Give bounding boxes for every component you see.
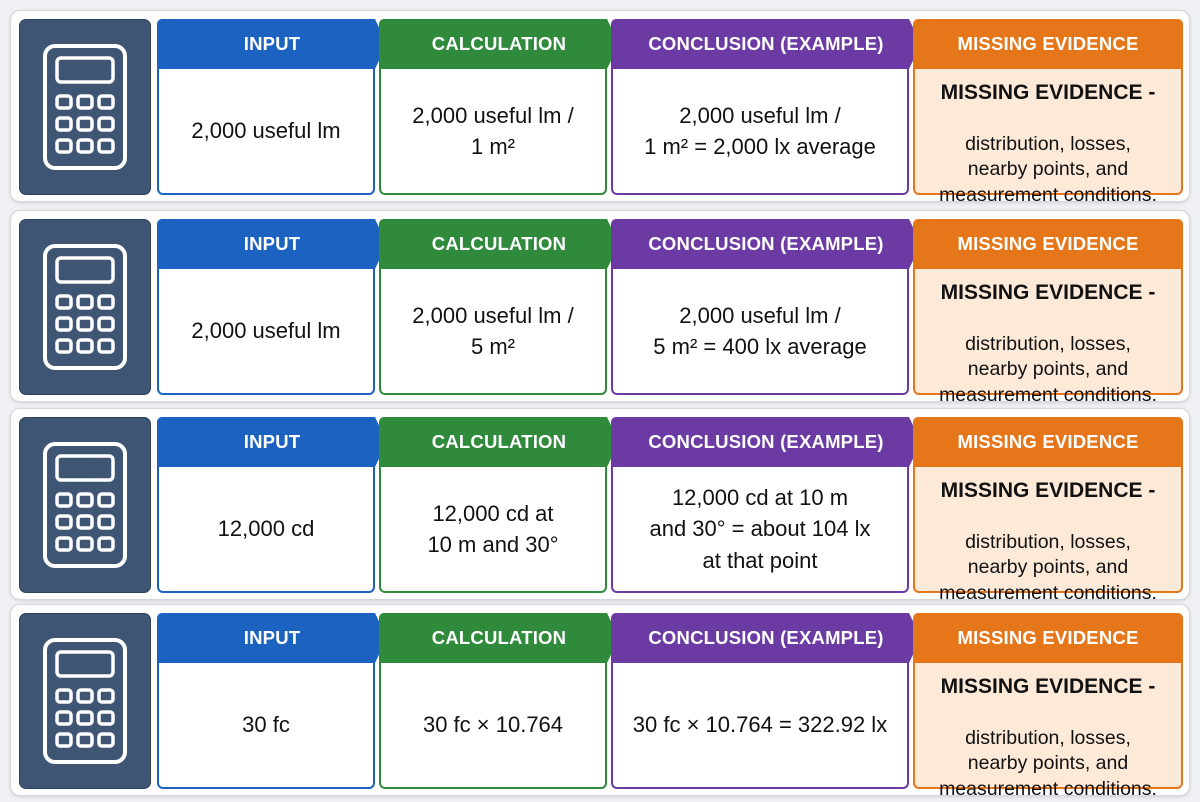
calculation-panel: CALCULATION 2,000 useful lm / 5 m² xyxy=(379,219,607,395)
conclusion-panel: CONCLUSION (EXAMPLE) 12,000 cd at 10 m a… xyxy=(611,417,909,593)
conclusion-value: 30 fc × 10.764 = 322.92 lx xyxy=(632,712,888,738)
missing-evidence-panel: MISSING EVIDENCE MISSING EVIDENCE - dist… xyxy=(913,417,1183,604)
missing-evidence-text: distribution, losses, nearby points, and… xyxy=(939,726,1157,800)
calculator-icon xyxy=(43,638,127,764)
missing-evidence-title: MISSING EVIDENCE - xyxy=(940,479,1156,503)
calculation-value: 2,000 useful lm / 1 m² xyxy=(412,102,574,159)
input-value: 30 fc xyxy=(242,712,290,738)
missing-evidence-header: MISSING EVIDENCE xyxy=(913,613,1183,663)
calculation-value: 12,000 cd at 10 m and 30° xyxy=(427,500,559,557)
missing-evidence-panel: MISSING EVIDENCE MISSING EVIDENCE - dist… xyxy=(913,613,1183,800)
conclusion-value: 2,000 useful lm / 1 m² = 2,000 lx averag… xyxy=(644,102,876,159)
input-panel: INPUT 30 fc xyxy=(157,613,375,789)
calculation-panel: CALCULATION 30 fc × 10.764 xyxy=(379,613,607,789)
missing-evidence-header: MISSING EVIDENCE xyxy=(913,19,1183,69)
calculation-header: CALCULATION xyxy=(379,417,619,467)
conclusion-value: 12,000 cd at 10 m and 30° = about 104 lx… xyxy=(649,485,871,573)
input-header: INPUT xyxy=(157,219,387,269)
missing-evidence-title: MISSING EVIDENCE - xyxy=(940,281,1156,305)
calculator-icon-tile xyxy=(19,417,151,593)
missing-evidence-body: MISSING EVIDENCE - distribution, losses,… xyxy=(915,467,1181,603)
conclusion-header: CONCLUSION (EXAMPLE) xyxy=(611,219,921,269)
missing-evidence-text: distribution, losses, nearby points, and… xyxy=(939,132,1157,206)
conclusion-panel: CONCLUSION (EXAMPLE) 30 fc × 10.764 = 32… xyxy=(611,613,909,789)
calculation-panel: CALCULATION 2,000 useful lm / 1 m² xyxy=(379,19,607,195)
input-panel: INPUT 2,000 useful lm xyxy=(157,19,375,195)
missing-evidence-text: distribution, losses, nearby points, and… xyxy=(939,530,1157,604)
calculator-icon-tile xyxy=(19,613,151,789)
calculation-value: 2,000 useful lm / 5 m² xyxy=(412,302,574,359)
calc-row-1: INPUT 2,000 useful lm CALCULATION 2,000 … xyxy=(10,10,1190,206)
missing-evidence-title: MISSING EVIDENCE - xyxy=(940,675,1156,699)
calculator-icon xyxy=(43,442,127,568)
calculation-header: CALCULATION xyxy=(379,613,619,663)
missing-evidence-header: MISSING EVIDENCE xyxy=(913,219,1183,269)
calculator-icon-tile xyxy=(19,219,151,395)
missing-evidence-header: MISSING EVIDENCE xyxy=(913,417,1183,467)
input-header: INPUT xyxy=(157,613,387,663)
conclusion-value: 2,000 useful lm / 5 m² = 400 lx average xyxy=(653,302,867,359)
missing-evidence-body: MISSING EVIDENCE - distribution, losses,… xyxy=(915,269,1181,405)
conclusion-panel: CONCLUSION (EXAMPLE) 2,000 useful lm / 1… xyxy=(611,19,909,195)
input-value: 2,000 useful lm xyxy=(191,318,341,344)
calculation-value: 30 fc × 10.764 xyxy=(422,712,564,738)
input-panel: INPUT 2,000 useful lm xyxy=(157,219,375,395)
missing-evidence-body: MISSING EVIDENCE - distribution, losses,… xyxy=(915,69,1181,205)
conclusion-panel: CONCLUSION (EXAMPLE) 2,000 useful lm / 5… xyxy=(611,219,909,395)
input-value: 2,000 useful lm xyxy=(191,118,341,144)
calc-row-4: INPUT 30 fc CALCULATION 30 fc × 10.764 C… xyxy=(10,604,1190,800)
calc-row-3: INPUT 12,000 cd CALCULATION 12,000 cd at… xyxy=(10,408,1190,604)
calculator-icon xyxy=(43,44,127,170)
conclusion-header: CONCLUSION (EXAMPLE) xyxy=(611,417,921,467)
calculator-icon xyxy=(43,244,127,370)
missing-evidence-title: MISSING EVIDENCE - xyxy=(940,81,1156,105)
input-header: INPUT xyxy=(157,417,387,467)
missing-evidence-panel: MISSING EVIDENCE MISSING EVIDENCE - dist… xyxy=(913,219,1183,406)
calc-row-2: INPUT 2,000 useful lm CALCULATION 2,000 … xyxy=(10,210,1190,406)
conclusion-header: CONCLUSION (EXAMPLE) xyxy=(611,19,921,69)
calculator-icon-tile xyxy=(19,19,151,195)
input-header: INPUT xyxy=(157,19,387,69)
calculation-panel: CALCULATION 12,000 cd at 10 m and 30° xyxy=(379,417,607,593)
input-value: 12,000 cd xyxy=(217,516,315,542)
missing-evidence-text: distribution, losses, nearby points, and… xyxy=(939,332,1157,406)
missing-evidence-body: MISSING EVIDENCE - distribution, losses,… xyxy=(915,663,1181,799)
conclusion-header: CONCLUSION (EXAMPLE) xyxy=(611,613,921,663)
missing-evidence-panel: MISSING EVIDENCE MISSING EVIDENCE - dist… xyxy=(913,19,1183,206)
calculation-header: CALCULATION xyxy=(379,19,619,69)
calculation-header: CALCULATION xyxy=(379,219,619,269)
input-panel: INPUT 12,000 cd xyxy=(157,417,375,593)
